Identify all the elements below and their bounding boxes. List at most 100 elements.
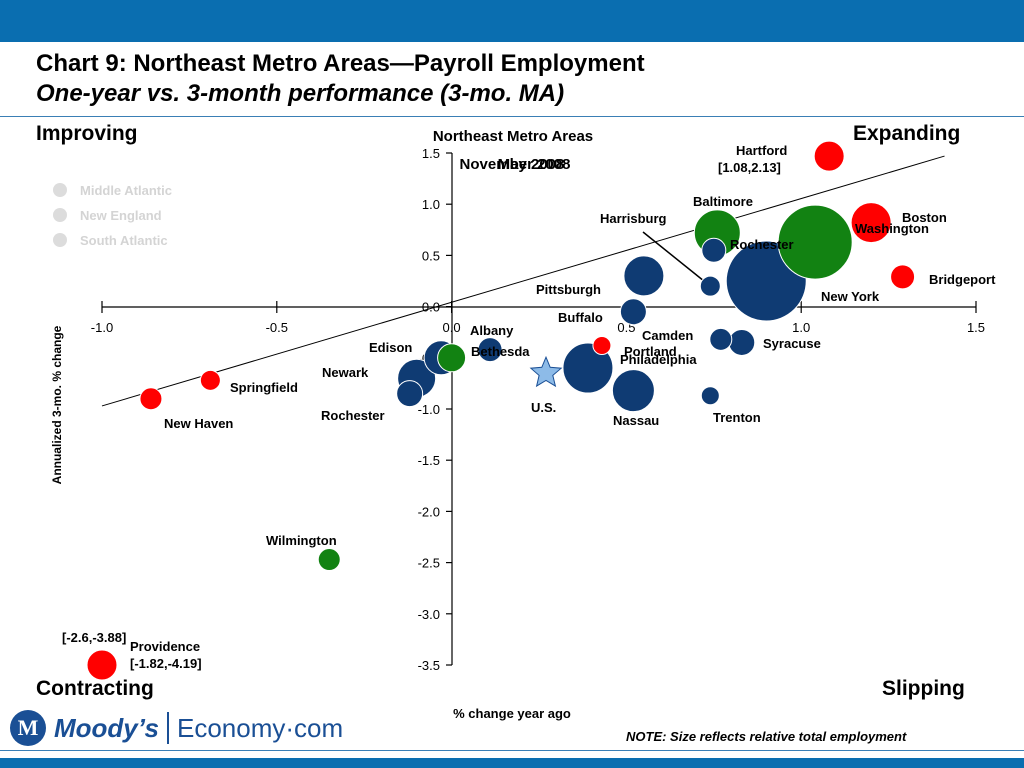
point-rochester — [396, 380, 424, 408]
label-providence: Providence — [130, 639, 200, 654]
label-hartford: Hartford — [736, 143, 787, 158]
label-new-haven: New Haven — [164, 416, 233, 431]
quadrant-label-improving: Improving — [36, 122, 138, 145]
top-bar — [0, 0, 1024, 42]
logo-divider — [166, 712, 169, 744]
y-axis-label: Annualized 3-mo. % change — [50, 325, 64, 484]
point-buffalo — [619, 298, 647, 326]
chart-title: Northeast Metro Areas — [433, 128, 593, 145]
legend-item: New England — [80, 208, 162, 223]
point-wilmington — [317, 548, 341, 572]
label-rochester: Rochester — [321, 408, 385, 423]
x-tick-label: 1.0 — [792, 320, 810, 335]
label-edison: Edison — [369, 340, 412, 355]
point-bethesda — [437, 343, 467, 373]
point-trenton — [700, 386, 720, 406]
legend-swatch — [53, 208, 67, 222]
label-rochester: Rochester — [730, 237, 794, 252]
x-tick-label: 0.0 — [443, 320, 461, 335]
label-trenton: Trenton — [713, 410, 761, 425]
y-tick-label: 0.5 — [422, 248, 440, 263]
point-syracuse — [728, 328, 756, 356]
y-tick-label: -1.0 — [418, 402, 440, 417]
us-star-marker — [529, 355, 563, 388]
label-bridgeport: Bridgeport — [929, 272, 996, 287]
x-tick-label: 1.5 — [967, 320, 985, 335]
bottom-bar — [0, 758, 1024, 768]
note-providence: [-1.82,-4.19] — [130, 656, 202, 671]
point-providence — [86, 649, 118, 681]
point-labels-layer: New York Pittsburgh Harrisburg Buffalo Roche… — [130, 143, 996, 671]
point-hartford — [813, 140, 845, 172]
footer-divider — [0, 750, 1024, 751]
point-harrisburg — [699, 275, 721, 297]
label-nassau: Nassau — [613, 413, 659, 428]
point-nassau — [611, 369, 655, 413]
label-baltimore: Baltimore — [693, 194, 753, 209]
logo-product-text: Economy·com — [176, 712, 344, 743]
label-harrisburg: Harrisburg — [600, 211, 667, 226]
label-philadelphia: Philadelphia — [620, 352, 697, 367]
y-tick-label: -3.5 — [418, 658, 440, 673]
x-tick-label: -1.0 — [91, 320, 113, 335]
point-washington — [777, 204, 853, 280]
label-pittsburgh: Pittsburgh — [536, 282, 601, 297]
point-pittsburgh — [623, 255, 665, 297]
quadrant-label-slipping: Slipping — [882, 677, 965, 700]
x-axis-label: % change year ago — [453, 706, 571, 721]
y-tick-label: 0.0 — [422, 300, 440, 315]
point-rochester — [701, 237, 727, 263]
y-tick-label: -2.5 — [418, 556, 440, 571]
providence-alt-annotation: [-2.6,-3.88] — [62, 630, 126, 645]
y-tick-label: -3.0 — [418, 607, 440, 622]
title-divider — [0, 116, 1024, 117]
trend-line-layer — [101, 155, 945, 407]
point-boston — [850, 202, 892, 244]
chart-date-label-2: May 2008 — [498, 156, 565, 173]
page-title: Chart 9: Northeast Metro Areas—Payroll E… — [36, 50, 645, 77]
page-subtitle: One-year vs. 3-month performance (3-mo. … — [36, 80, 565, 107]
label-buffalo: Buffalo — [558, 310, 603, 325]
quadrant-label-expanding: Expanding — [853, 122, 961, 145]
point-philadelphia — [562, 342, 614, 394]
points-layer — [86, 140, 916, 681]
point-camden — [709, 327, 733, 351]
y-tick-label: 1.0 — [422, 197, 440, 212]
legend-swatch — [53, 233, 67, 247]
label-wilmington: Wilmington — [266, 533, 337, 548]
y-tick-label: 1.5 — [422, 146, 440, 161]
label-bethesda: Bethesda — [471, 344, 530, 359]
label-springfield: Springfield — [230, 380, 298, 395]
legend-swatch — [53, 183, 67, 197]
harrisburg-leader-line — [642, 231, 711, 287]
x-tick-label: -0.5 — [266, 320, 288, 335]
legend: Middle Atlantic New England South Atlantic — [53, 183, 172, 248]
label-newark: Newark — [322, 365, 369, 380]
chart-date-label-1: November 2008 — [460, 156, 571, 173]
label-u-s-: U.S. — [531, 400, 556, 415]
label-boston: Boston — [902, 210, 947, 225]
point-bridgeport — [890, 264, 916, 290]
moodys-logo: M Moody’s Economy·com — [10, 708, 343, 748]
y-tick-label: -1.5 — [418, 453, 440, 468]
trend-line — [101, 155, 945, 407]
note-hartford: [1.08,2.13] — [718, 160, 781, 175]
footnote: NOTE: Size reflects relative total emplo… — [626, 729, 907, 744]
label-albany: Albany — [470, 323, 514, 338]
point-portland — [592, 336, 612, 356]
point-new-haven — [139, 387, 163, 411]
y-tick-label: -2.0 — [418, 504, 440, 519]
label-new-york: New York — [821, 289, 880, 304]
legend-item: South Atlantic — [80, 233, 168, 248]
label-camden: Camden — [642, 328, 693, 343]
label-portland: Portland — [624, 344, 677, 359]
point-albany — [477, 337, 503, 363]
legend-item: Middle Atlantic — [80, 183, 172, 198]
label-washington: Washington — [855, 221, 929, 236]
label-syracuse: Syracuse — [763, 336, 821, 351]
logo-brand-text: Moody’s — [54, 712, 159, 743]
moodys-emblem-icon: M — [10, 710, 46, 746]
quadrant-label-contracting: Contracting — [36, 677, 154, 700]
point-springfield — [199, 369, 221, 391]
